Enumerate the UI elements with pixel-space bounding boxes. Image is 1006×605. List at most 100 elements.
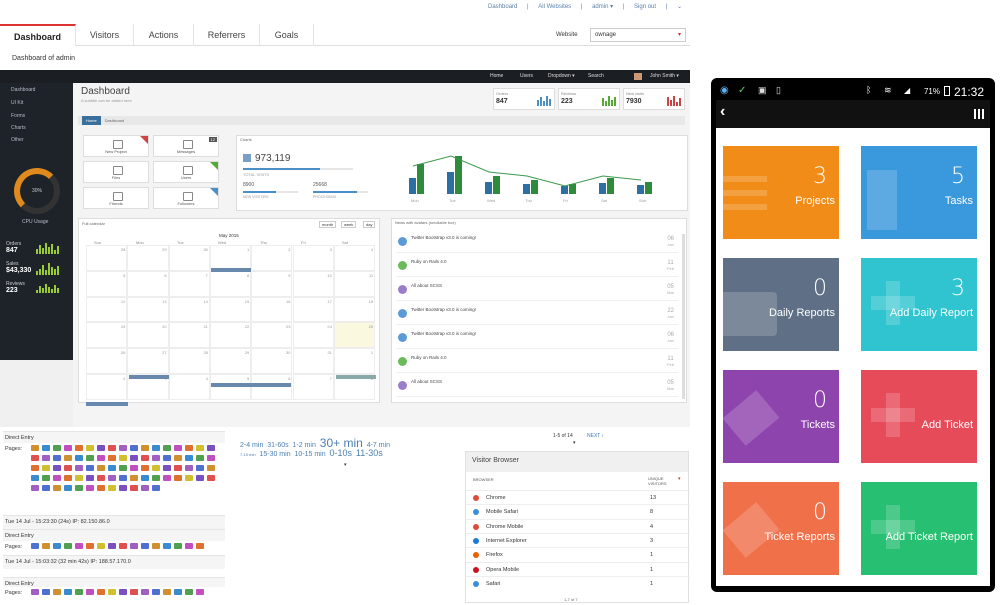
calendar-day[interactable]: 4	[168, 374, 210, 400]
nav-admin-menu[interactable]: admin ▾	[592, 4, 614, 10]
calendar-day[interactable]: 20	[127, 322, 169, 349]
calendar-day[interactable]: 2	[86, 374, 128, 400]
visit-summary-row[interactable]: Tue 14 Jul - 15:03:32 (32 min 42s) IP: 1…	[3, 555, 225, 569]
calendar-event[interactable]	[336, 375, 376, 379]
website-select[interactable]: ownage ▾	[590, 28, 686, 42]
nav-all-websites-link[interactable]: All Websites	[538, 4, 572, 10]
calendar-day[interactable]: 14	[168, 296, 210, 323]
tab-actions[interactable]: Actions	[134, 24, 194, 46]
calendar-day[interactable]: 16	[251, 296, 293, 323]
duration-tag[interactable]: 10-15 min	[294, 451, 326, 458]
calendar-day[interactable]: 11	[333, 270, 376, 297]
breadcrumb-home[interactable]: Home	[82, 116, 101, 125]
calendar-day[interactable]: 5	[86, 270, 128, 297]
duration-tag[interactable]: 2-4 min	[240, 442, 264, 449]
calendar-day[interactable]: 28	[86, 245, 128, 271]
calendar-month-button[interactable]: month	[319, 221, 337, 228]
calendar-day[interactable]: 26	[86, 348, 128, 374]
duration-tag[interactable]: 31-60s	[267, 442, 289, 449]
tab-referrers[interactable]: Referrers	[194, 24, 260, 46]
calendar-day[interactable]: 30	[168, 245, 210, 271]
topbar-user-menu[interactable]: John Smith ▾	[650, 73, 679, 79]
sidebar-item-dashboard[interactable]: Dashboard	[11, 87, 36, 93]
calendar-day[interactable]: 15	[209, 296, 252, 323]
friends-button[interactable]: Friends	[83, 187, 149, 209]
calendar-event[interactable]	[129, 375, 169, 379]
calendar-day[interactable]: 8	[209, 270, 252, 297]
calendar-week-button[interactable]: week	[341, 221, 357, 228]
calendar-day[interactable]: 10	[292, 270, 334, 297]
tile-add-ticket[interactable]: Add Ticket	[861, 370, 977, 463]
followers-button[interactable]: Followers	[153, 187, 219, 209]
pager-next-link[interactable]: NEXT ›	[587, 433, 604, 439]
column-header-unique-visitors[interactable]: UNIQUE VISITORS	[648, 476, 667, 486]
tile-tasks[interactable]: 5 Tasks	[861, 146, 977, 239]
browser-row[interactable]: Safari 1	[466, 575, 690, 590]
calendar-day[interactable]: 9	[251, 270, 293, 297]
nav-dashboard-link[interactable]: Dashboard	[488, 4, 518, 10]
tile-add-daily-report[interactable]: 3 Add Daily Report	[861, 258, 977, 351]
calendar-day[interactable]: 4	[333, 245, 376, 271]
tab-goals[interactable]: Goals	[260, 24, 314, 46]
calendar-day[interactable]: 28	[168, 348, 210, 374]
calendar-day[interactable]: 3	[292, 245, 334, 271]
sidebar-item-forms[interactable]: Forms	[11, 113, 26, 119]
calendar-day[interactable]: 31	[292, 348, 334, 374]
tab-dashboard[interactable]: Dashboard	[0, 24, 76, 46]
duration-tag[interactable]: 0-10s	[329, 448, 353, 458]
calendar-event[interactable]	[86, 402, 128, 406]
topbar-home[interactable]: Home	[490, 73, 504, 79]
expand-icon[interactable]: ▾	[344, 462, 347, 468]
expand-icon[interactable]: ▾	[573, 440, 576, 446]
nav-sign-out-link[interactable]: Sign out	[634, 4, 657, 10]
column-header-browser[interactable]: BROWSER	[473, 477, 494, 482]
calendar-day-button[interactable]: day	[363, 221, 376, 228]
duration-tag[interactable]: 7-10 min	[240, 452, 256, 457]
news-item[interactable]: All about SCSS 05 Mar	[396, 377, 678, 397]
browser-row[interactable]: Chrome 13	[466, 490, 690, 504]
grid-menu-icon[interactable]	[974, 109, 984, 119]
calendar-day[interactable]: 22	[209, 322, 252, 349]
calendar-day[interactable]: 29	[209, 348, 252, 374]
news-item[interactable]: Twitter Bootstrap v3.0 is coming! 22 Jan	[396, 305, 678, 325]
back-arrow-icon[interactable]: ‹	[720, 103, 726, 120]
calendar-event[interactable]	[211, 268, 251, 272]
news-scrollbar[interactable]	[682, 234, 685, 399]
duration-tag[interactable]: 15-30 min	[259, 451, 291, 458]
browser-row[interactable]: Internet Explorer 3	[466, 532, 690, 547]
browser-row[interactable]: Mobile Safari 8	[466, 504, 690, 518]
calendar-day[interactable]: 18	[333, 296, 376, 323]
topbar-users[interactable]: Users	[520, 73, 534, 79]
calendar-day[interactable]: 2	[251, 245, 293, 271]
topbar-dropdown[interactable]: Dropdown ▾	[548, 73, 575, 79]
calendar-day[interactable]: 12	[86, 296, 128, 323]
duration-tag[interactable]: 11-30s	[355, 448, 383, 458]
tab-visitors[interactable]: Visitors	[76, 24, 134, 46]
tile-daily-reports[interactable]: 0 Daily Reports	[723, 258, 839, 351]
tile-add-ticket-report[interactable]: Add Ticket Report	[861, 482, 977, 575]
files-button[interactable]: Files	[83, 161, 149, 183]
users-button[interactable]: Users	[153, 161, 219, 183]
calendar-day[interactable]: 6	[127, 270, 169, 297]
browser-row[interactable]: Firefox 1	[466, 547, 690, 561]
duration-tag[interactable]: 30+ min	[319, 436, 363, 450]
calendar-day[interactable]: 27	[127, 348, 169, 374]
tile-tickets[interactable]: 0 Tickets	[723, 370, 839, 463]
browser-row[interactable]: Opera Mobile 1	[466, 561, 690, 576]
calendar-day[interactable]: 21	[168, 322, 210, 349]
calendar-day[interactable]: 19	[86, 322, 128, 349]
calendar-day[interactable]: 7	[168, 270, 210, 297]
new-project-button[interactable]: New Project	[83, 135, 149, 157]
messages-button[interactable]: 12 Messages	[153, 135, 219, 157]
calendar-day[interactable]: 29	[127, 245, 169, 271]
duration-tag[interactable]: 4-7 min	[366, 442, 391, 449]
news-item[interactable]: All about SCSS 05 Mar	[396, 281, 678, 301]
chevron-down-icon[interactable]: ⌄	[676, 4, 682, 10]
sidebar-item-ui-kit[interactable]: UI Kit	[11, 100, 24, 106]
calendar-day[interactable]: 24	[292, 322, 334, 349]
sidebar-item-charts[interactable]: Charts	[11, 125, 26, 131]
topbar-search[interactable]: Search	[588, 73, 604, 79]
tile-projects[interactable]: 3 Projects	[723, 146, 839, 239]
calendar-day[interactable]: 1	[333, 348, 376, 374]
news-item[interactable]: Ruby on Rails 4.0 11 Feb	[396, 353, 678, 373]
